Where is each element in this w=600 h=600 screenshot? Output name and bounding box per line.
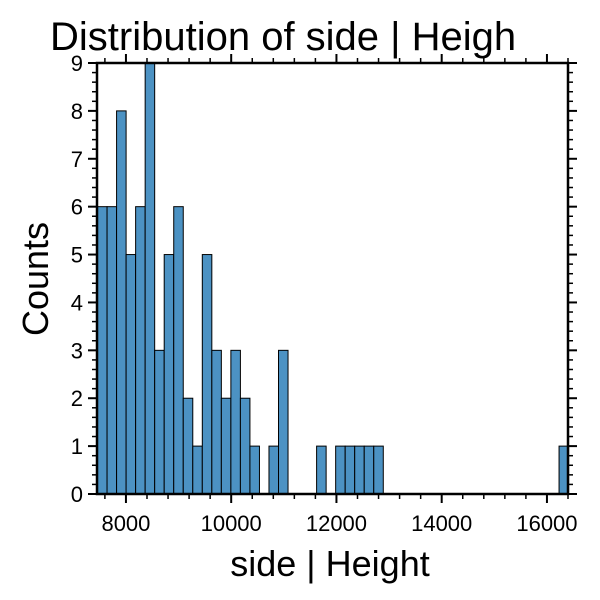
y-tick-label: 8 bbox=[71, 99, 83, 124]
x-tick-label: 10000 bbox=[201, 511, 262, 536]
histogram-bar bbox=[201, 254, 213, 495]
y-axis-label: Counts bbox=[15, 222, 56, 336]
chart-title: Distribution of side | Heigh bbox=[50, 15, 516, 59]
histogram-bar bbox=[316, 445, 327, 495]
x-tick-label: 12000 bbox=[306, 511, 367, 536]
histogram-bar bbox=[363, 445, 375, 495]
plot-frame bbox=[95, 61, 570, 496]
y-tick-label: 3 bbox=[71, 338, 83, 363]
histogram-bar bbox=[154, 349, 165, 495]
histogram-bar bbox=[125, 254, 137, 495]
histogram-bar bbox=[192, 445, 203, 495]
histogram-bar bbox=[335, 445, 346, 495]
y-tick-label: 1 bbox=[71, 434, 83, 459]
y-tick-label: 2 bbox=[71, 386, 83, 411]
histogram-bar bbox=[239, 397, 251, 495]
y-tick-label: 5 bbox=[71, 243, 83, 268]
histogram-bar bbox=[249, 445, 260, 495]
ticks-group: 0 1 2 3 4 5 6 7 8 9 8000 10000 12000 14000 16000 bbox=[71, 51, 578, 536]
x-axis-label: side | Height bbox=[230, 543, 429, 584]
histogram-bar bbox=[182, 397, 194, 495]
histogram-bar bbox=[373, 445, 384, 495]
histogram-bar bbox=[211, 349, 222, 495]
histogram-bar bbox=[144, 62, 156, 495]
bars-group bbox=[97, 62, 570, 495]
x-tick-label: 14000 bbox=[411, 511, 472, 536]
histogram-bar bbox=[163, 254, 175, 495]
histogram-bar bbox=[116, 110, 127, 495]
histogram-bar bbox=[106, 206, 118, 495]
x-tick-label: 8000 bbox=[101, 511, 150, 536]
y-tick-label: 0 bbox=[71, 482, 83, 507]
x-tick-label: 16000 bbox=[516, 511, 577, 536]
histogram-bar bbox=[344, 445, 356, 495]
y-tick-label: 7 bbox=[71, 147, 83, 172]
histogram-bar bbox=[97, 206, 108, 495]
histogram-bar bbox=[354, 445, 365, 495]
histogram-bar bbox=[230, 349, 241, 495]
histogram-bar bbox=[278, 349, 289, 495]
histogram-bar bbox=[220, 397, 232, 495]
y-tick-label: 4 bbox=[71, 290, 83, 315]
y-tick-label: 6 bbox=[71, 195, 83, 220]
histogram-bar bbox=[268, 445, 280, 495]
histogram-bar bbox=[135, 206, 146, 495]
y-tick-label: 9 bbox=[71, 51, 83, 76]
histogram-bar bbox=[173, 206, 184, 495]
